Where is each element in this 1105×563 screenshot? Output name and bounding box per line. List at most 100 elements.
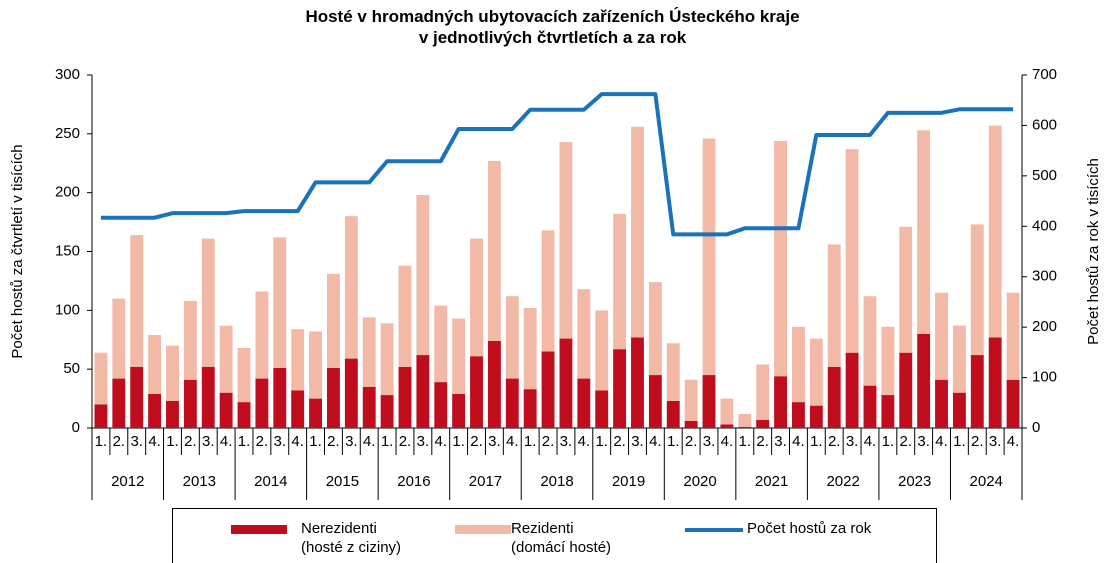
- bar: [541, 351, 555, 428]
- line: [100, 92, 1014, 237]
- bar: [631, 126, 644, 338]
- x-group-label: 2015: [326, 473, 359, 490]
- bar: [327, 273, 340, 368]
- bar: [362, 386, 376, 428]
- x-tick-label: 2.: [470, 433, 483, 450]
- bar: [917, 333, 931, 428]
- x-tick-label: 3.: [703, 433, 716, 450]
- y2-tick-label: 500: [1032, 167, 1057, 184]
- legend-label: Nerezidenti (hosté z ciziny): [301, 520, 402, 556]
- bar: [988, 337, 1002, 428]
- legend-swatch: [455, 525, 511, 534]
- bar: [487, 160, 501, 341]
- x-tick-label: 1.: [381, 433, 394, 450]
- x-group-label: 2013: [183, 473, 216, 490]
- y2-tick-label: 300: [1032, 268, 1057, 285]
- bar: [362, 317, 376, 387]
- x-tick-label: 3.: [202, 433, 215, 450]
- bar: [505, 296, 519, 379]
- x-group-label: 2024: [970, 473, 1003, 490]
- bar: [112, 378, 126, 428]
- chart-title: Hosté v hromadných ubytovacích zařízeníc…: [305, 7, 800, 47]
- bar: [1006, 292, 1020, 380]
- y-tick-label: 300: [55, 66, 80, 83]
- bar: [201, 238, 215, 367]
- y-tick-label: 0: [72, 419, 80, 436]
- bar: [863, 296, 877, 386]
- bar: [559, 338, 573, 428]
- x-tick-label: 1.: [667, 433, 680, 450]
- bar: [505, 378, 519, 428]
- bar: [827, 366, 841, 428]
- y-tick-label: 50: [63, 360, 80, 377]
- x-group-label: 2014: [254, 473, 287, 490]
- x-tick-label: 4.: [649, 433, 662, 450]
- y-tick-label: 250: [55, 125, 80, 142]
- x-tick-label: 2.: [542, 433, 555, 450]
- bar: [809, 405, 823, 428]
- x-tick-label: 1.: [309, 433, 322, 450]
- bar: [720, 398, 734, 425]
- bar: [935, 292, 948, 380]
- x-group-label: 2022: [826, 473, 859, 490]
- legend-swatch: [685, 528, 743, 532]
- legend: Nerezidenti (hosté z ciziny) Rezidenti (d…: [172, 508, 937, 563]
- bar: [774, 376, 787, 428]
- x-tick-label: 1.: [953, 433, 966, 450]
- x-tick-label: 4.: [220, 433, 233, 450]
- bar: [666, 343, 680, 401]
- bar: [94, 404, 108, 428]
- bar: [183, 379, 197, 428]
- x-tick-label: 4.: [721, 433, 734, 450]
- x-group-label: 2018: [540, 473, 573, 490]
- bar: [970, 355, 984, 428]
- bar: [130, 366, 144, 428]
- x-tick-label: 2.: [899, 433, 912, 450]
- x-tick-label: 1.: [166, 433, 179, 450]
- bar: [255, 291, 269, 379]
- x-group-label: 2021: [755, 473, 788, 490]
- x-tick-label: 1.: [739, 433, 752, 450]
- bar: [291, 329, 305, 391]
- x-tick-label: 3.: [560, 433, 573, 450]
- x-tick-label: 4.: [434, 433, 447, 450]
- x-tick-label: 3.: [417, 433, 430, 450]
- x-tick-label: 4.: [578, 433, 591, 450]
- x-tick-label: 4.: [792, 433, 805, 450]
- x-tick-label: 2.: [113, 433, 126, 450]
- x-tick-label: 2.: [971, 433, 984, 450]
- bar: [577, 378, 591, 428]
- legend-swatch: [231, 525, 287, 534]
- bar: [899, 226, 913, 353]
- bar: [541, 230, 555, 352]
- bar: [648, 375, 662, 428]
- bar: [309, 331, 322, 399]
- y2-tick-label: 400: [1032, 217, 1057, 234]
- bar: [130, 235, 144, 367]
- bar: [112, 298, 126, 379]
- bar: [666, 400, 680, 428]
- x-tick-label: 2.: [685, 433, 698, 450]
- bar: [344, 358, 358, 428]
- bar: [1006, 379, 1020, 428]
- bar: [613, 349, 627, 428]
- bar: [738, 426, 752, 428]
- x-tick-label: 4.: [363, 433, 376, 450]
- bar: [899, 352, 913, 428]
- y-tick-label: 100: [55, 301, 80, 318]
- bar: [720, 424, 734, 428]
- x-tick-label: 1.: [524, 433, 537, 450]
- x-group-label: 2020: [683, 473, 716, 490]
- x-tick-label: 3.: [631, 433, 644, 450]
- x-group-label: 2012: [111, 473, 144, 490]
- x-tick-label: 4.: [935, 433, 948, 450]
- legend-label: Rezidenti (domácí hosté): [511, 520, 612, 556]
- x-tick-label: 2.: [256, 433, 269, 450]
- bar: [344, 216, 358, 359]
- y-tick-label: 150: [55, 242, 80, 259]
- bar: [166, 400, 179, 428]
- y-axis-label: Počet hostů za čtvrtletí v tisících: [9, 144, 26, 358]
- bar: [577, 289, 591, 379]
